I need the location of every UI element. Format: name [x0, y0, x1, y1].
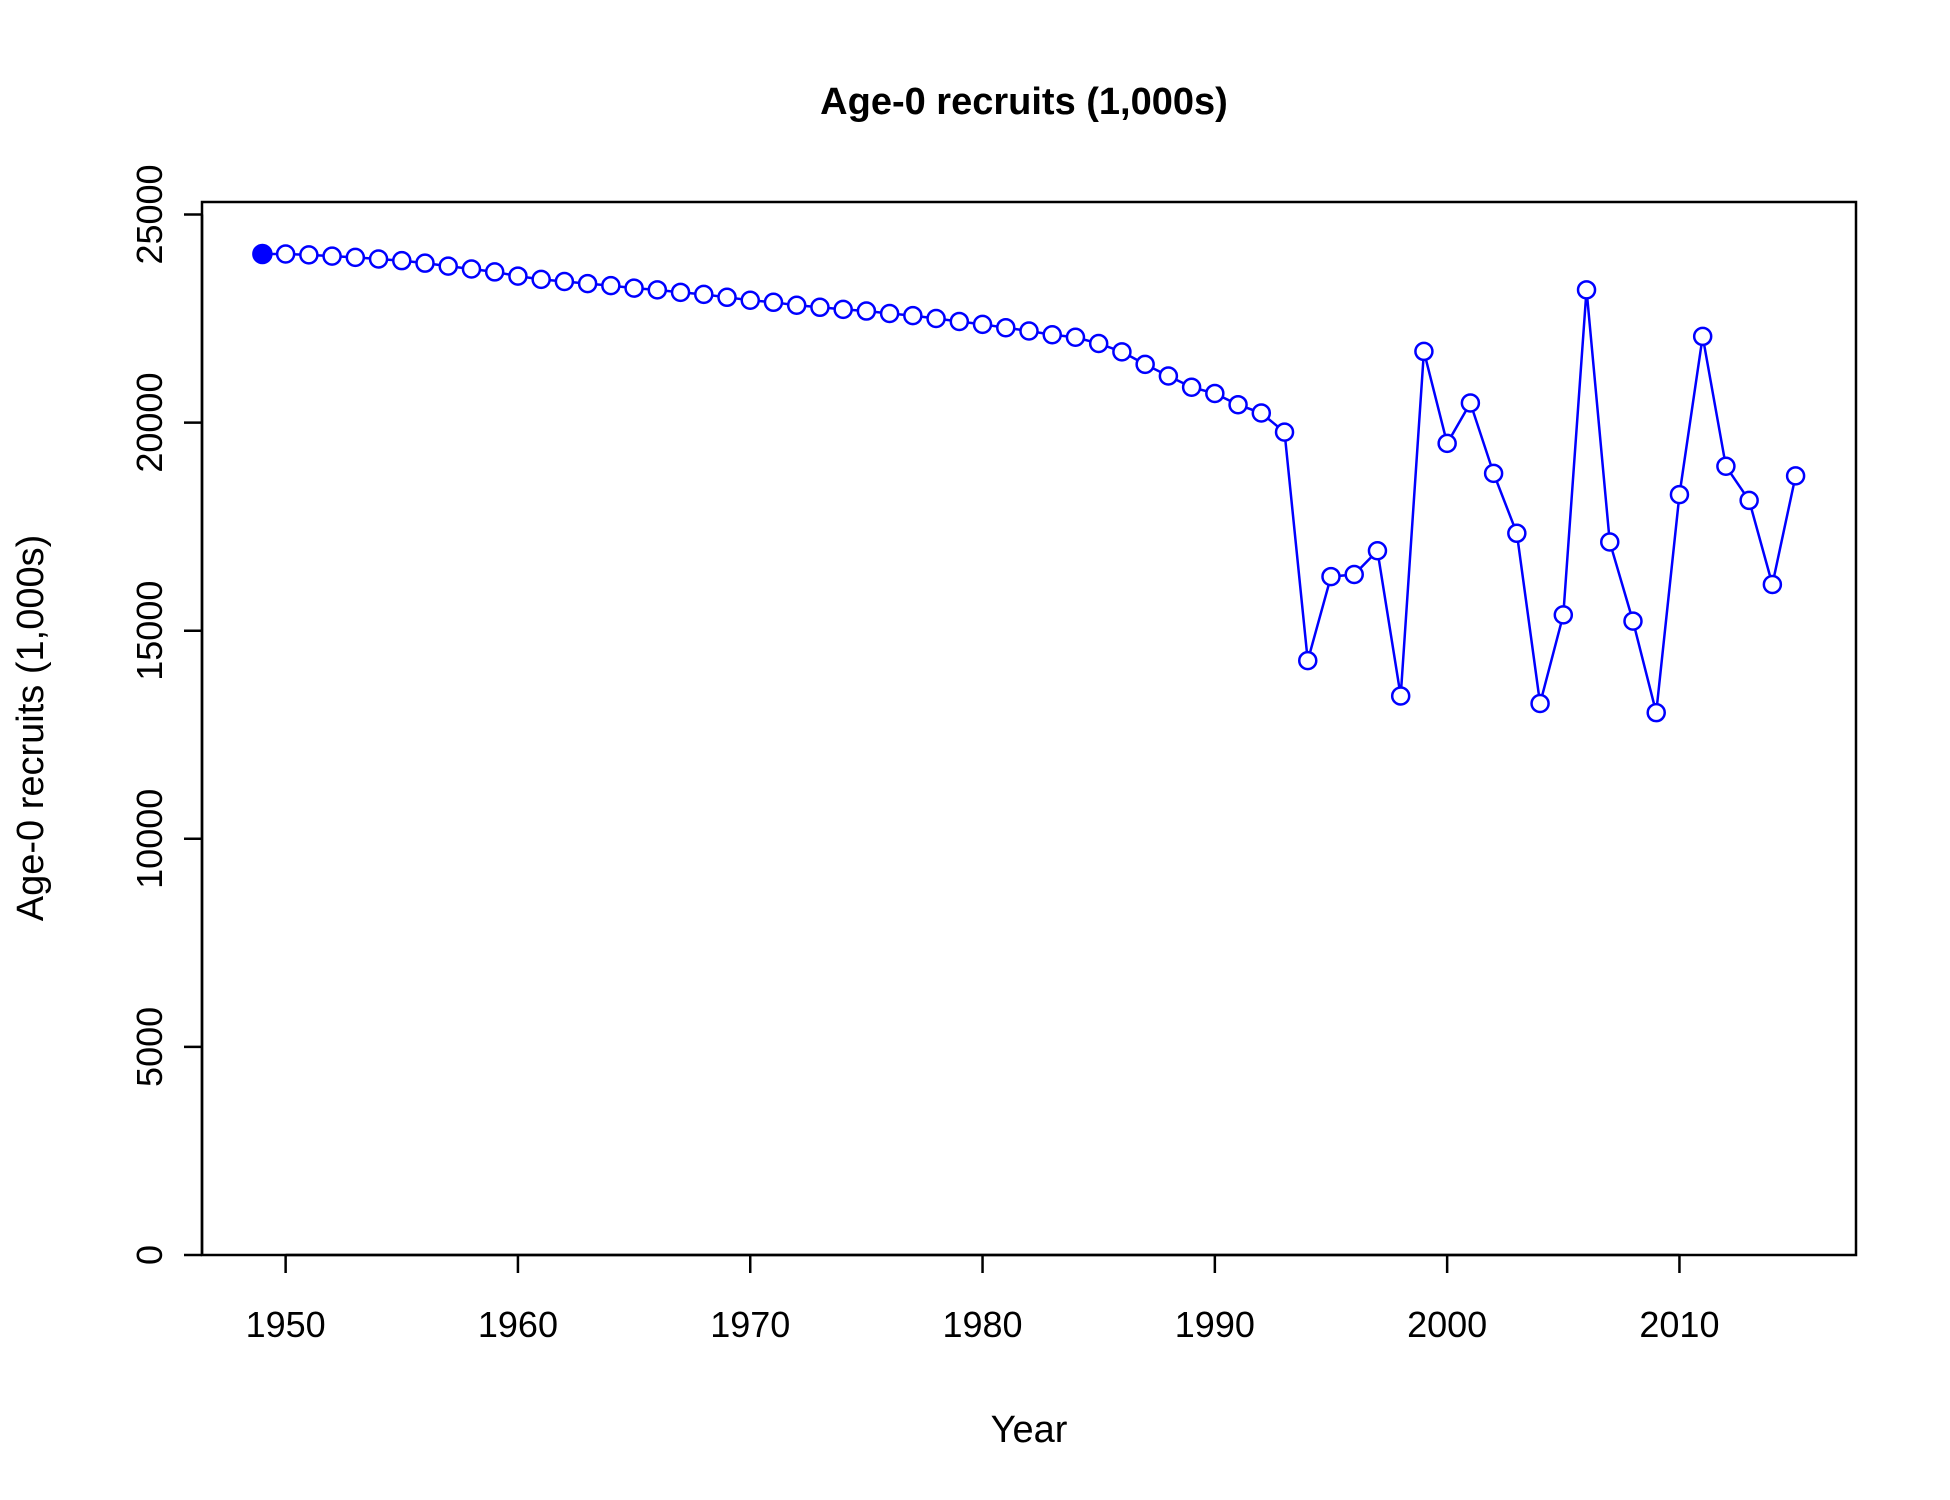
x-axis: 1950 1960 1970 1980 1990 2000 2010 — [246, 1253, 1719, 1345]
data-point — [484, 262, 505, 282]
y-tick-label: 0 — [129, 1245, 170, 1265]
y-tick-label: 15000 — [129, 581, 170, 681]
data-point — [415, 253, 435, 273]
data-point — [1507, 523, 1527, 544]
data-point — [601, 275, 621, 296]
data-point — [786, 295, 807, 315]
data-point — [879, 303, 900, 324]
data-point — [717, 287, 737, 308]
data-point — [1437, 433, 1457, 454]
data-point — [1623, 611, 1643, 631]
data-point — [1298, 650, 1318, 671]
data-point — [694, 284, 714, 305]
data-point — [275, 244, 296, 264]
data-point — [1483, 463, 1504, 484]
data-point — [647, 280, 668, 300]
data-point — [322, 246, 342, 266]
data-point — [1716, 456, 1736, 477]
y-tick-label: 10000 — [129, 789, 170, 889]
y-tick-label: 25000 — [129, 164, 170, 264]
data-point — [1019, 321, 1039, 341]
data-point — [531, 269, 551, 290]
data-point — [1414, 341, 1434, 362]
data-point — [1321, 566, 1341, 587]
data-point — [1088, 333, 1109, 354]
data-point — [1367, 541, 1388, 561]
x-tick-label: 2010 — [1639, 1304, 1719, 1345]
data-point — [1065, 327, 1086, 348]
data-point — [1158, 366, 1179, 386]
data-point — [1228, 394, 1248, 415]
x-tick-label: 2000 — [1407, 1304, 1487, 1345]
data-point — [554, 271, 575, 292]
data-point — [1785, 466, 1806, 486]
data-point — [996, 317, 1016, 338]
data-point — [1739, 490, 1759, 511]
data-point — [1553, 605, 1574, 625]
data-point — [1600, 532, 1620, 552]
data-point — [1460, 393, 1481, 413]
series-group — [252, 243, 1806, 723]
data-point — [577, 273, 598, 294]
y-axis: 0 5000 10000 15000 20000 25000 — [129, 164, 204, 1265]
data-point — [1692, 326, 1713, 347]
data-point — [1042, 325, 1062, 345]
data-point — [392, 250, 412, 271]
data-point — [624, 278, 644, 298]
x-tick-label: 1980 — [942, 1304, 1022, 1345]
data-point — [461, 259, 482, 279]
data-point — [833, 299, 853, 320]
x-tick-label: 1950 — [246, 1304, 326, 1345]
data-point — [1669, 484, 1690, 505]
data-point — [949, 311, 970, 332]
data-point — [1274, 422, 1295, 442]
y-tick-label: 5000 — [129, 1007, 170, 1087]
data-point — [1762, 574, 1783, 595]
data-point — [1344, 564, 1364, 585]
data-point — [1576, 280, 1597, 300]
data-point — [1112, 342, 1132, 362]
data-point — [299, 245, 319, 265]
y-tick-label: 20000 — [129, 373, 170, 473]
data-point — [438, 256, 458, 276]
data-point — [926, 308, 946, 329]
x-axis-label: Year — [991, 1409, 1068, 1451]
data-point — [1390, 686, 1411, 706]
initial-point — [252, 243, 273, 265]
chart-title: Age-0 recruits (1,000s) — [820, 81, 1228, 123]
data-point — [1181, 377, 1202, 397]
data-point — [368, 249, 389, 269]
data-point — [1251, 403, 1272, 423]
data-point — [1135, 354, 1155, 375]
data-point — [740, 290, 760, 310]
data-point — [1205, 383, 1225, 404]
data-point — [972, 314, 993, 335]
data-point — [763, 292, 784, 313]
data-point — [508, 266, 528, 286]
x-tick-label: 1970 — [710, 1304, 790, 1345]
data-point — [903, 305, 923, 326]
plot-frame — [200, 200, 1858, 1257]
data-point — [856, 301, 877, 321]
data-point — [670, 282, 691, 303]
data-point — [1646, 702, 1666, 723]
x-tick-label: 1960 — [478, 1304, 558, 1345]
y-axis-label: Age-0 recruits (1,000s) — [10, 535, 52, 922]
data-point — [1530, 693, 1550, 714]
x-tick-label: 1990 — [1175, 1304, 1255, 1345]
data-point — [345, 247, 366, 268]
data-point — [810, 297, 830, 318]
